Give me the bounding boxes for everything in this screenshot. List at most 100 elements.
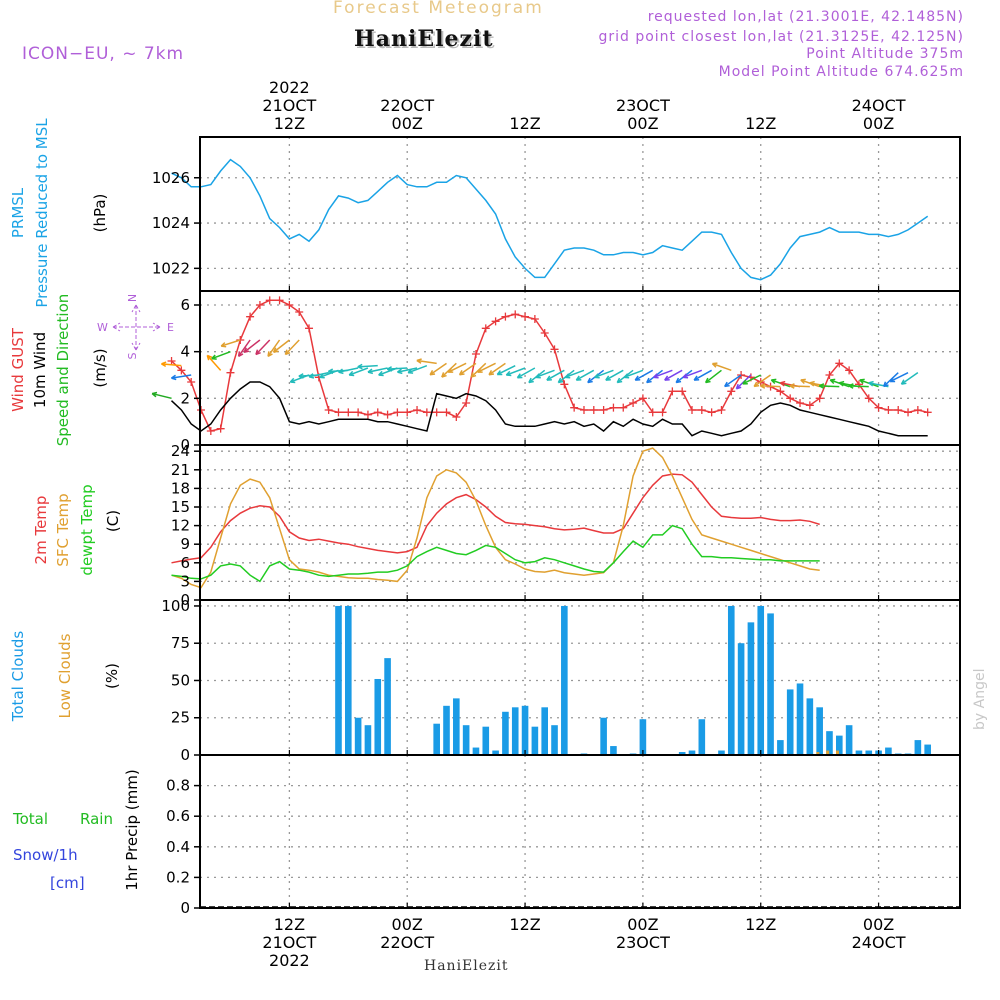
footer-station-name: HaniElezit: [424, 958, 509, 974]
gust-marker: [825, 371, 834, 379]
precip-label-total: Total: [12, 810, 48, 828]
wind-direction-arrowhead: [171, 374, 177, 381]
total-cloud-bar: [531, 726, 539, 754]
gust-marker: [815, 394, 824, 403]
total-cloud-bar: [796, 683, 804, 754]
wind-direction-arrowhead: [711, 362, 718, 368]
time-label-bottom: 22OCT: [380, 933, 434, 952]
gust-marker: [658, 408, 667, 417]
gust-marker: [845, 366, 854, 375]
gust-marker: [589, 406, 598, 414]
total-cloud-bar: [727, 605, 735, 754]
wind-direction-arrow: [267, 339, 281, 357]
wind-direction-arrow: [496, 364, 516, 376]
wind-direction-arrow: [151, 392, 172, 400]
clouds-label-low: Low Clouds: [56, 633, 74, 718]
gust-marker: [904, 408, 913, 417]
wind-direction-arrowhead: [557, 377, 564, 384]
gust-marker: [638, 394, 647, 403]
wind-direction-arrow: [308, 371, 329, 378]
series-line-10m-wind: [170, 381, 928, 437]
gust-marker: [265, 296, 274, 305]
wind-direction-arrow: [367, 367, 388, 373]
wind-direction-arrowhead: [211, 354, 217, 360]
total-cloud-bar: [433, 723, 440, 754]
wind-direction-arrow: [564, 369, 585, 379]
total-cloud-bar: [688, 750, 696, 754]
gust-marker: [324, 406, 333, 414]
wind-direction-arrowhead: [488, 370, 495, 376]
wind-direction-arrowhead: [470, 372, 477, 378]
wind-direction-arrowhead: [675, 377, 682, 384]
wind-direction-arrowhead: [298, 373, 304, 379]
y-tick-label: 12: [171, 517, 190, 535]
time-label-bottom: 23OCT: [616, 933, 670, 952]
total-cloud-bar: [777, 740, 784, 754]
wind-label-gust: Wind GUST: [9, 327, 27, 412]
gust-marker: [187, 378, 196, 386]
panel-frame: [199, 754, 961, 909]
wind-direction-arrow: [517, 367, 536, 379]
gust-marker: [275, 296, 284, 305]
wind-direction-arrow: [416, 359, 437, 365]
gridpoint-coordinates: grid point closest lon,lat (21.3125E, 42…: [598, 29, 964, 45]
y-tick-label: 75: [171, 634, 190, 652]
wind-direction-arrow: [653, 369, 673, 379]
wind-direction-arrow: [848, 385, 869, 388]
total-cloud-bar: [541, 707, 548, 754]
total-cloud-bar: [747, 622, 755, 754]
gust-marker: [521, 312, 530, 321]
gust-marker: [481, 324, 490, 333]
time-label-top: 24OCT: [852, 96, 906, 115]
wind-direction-arrow: [634, 369, 654, 381]
wind-direction-arrow: [397, 367, 418, 373]
gust-marker: [835, 359, 844, 368]
y-tick-label: 18: [171, 479, 190, 497]
gust-marker: [354, 408, 363, 417]
wind-direction-arrowhead: [789, 383, 795, 389]
wind-direction-arrow: [284, 339, 300, 355]
total-cloud-bar: [443, 705, 450, 754]
gust-marker: [530, 315, 539, 323]
wind-direction-arrowhead: [682, 373, 689, 379]
gust-marker: [246, 312, 255, 321]
wind-direction-arrowhead: [623, 373, 630, 379]
gust-marker: [344, 408, 353, 417]
wind-direction-arrowhead: [220, 342, 227, 348]
wind-direction-arrowhead: [289, 377, 296, 384]
gust-marker: [668, 387, 677, 396]
wind-direction-arrow: [889, 371, 909, 383]
total-cloud-bar: [354, 717, 362, 754]
pressure-unit: (hPa): [91, 194, 109, 233]
wind-direction-arrow: [724, 374, 742, 388]
wind-direction-arrowhead: [800, 378, 806, 385]
total-cloud-bar: [718, 750, 725, 754]
gust-marker: [285, 301, 294, 309]
total-cloud-bar: [855, 750, 863, 754]
total-cloud-bar: [521, 705, 529, 754]
gust-marker: [707, 408, 716, 417]
gust-marker: [717, 406, 726, 414]
low-cloud-bar: [826, 750, 830, 755]
precip-label-rain: Rain: [80, 810, 113, 828]
gust-marker: [884, 406, 893, 414]
total-cloud-bar: [845, 725, 853, 754]
wind-direction-arrowhead: [546, 375, 552, 381]
panel-frame: [199, 444, 961, 601]
wind-direction-arrow: [789, 385, 810, 388]
total-cloud-bar: [924, 744, 931, 754]
temp-label-sfc: SFC Temp: [54, 493, 72, 566]
total-cloud-bar: [806, 698, 814, 754]
gust-marker: [599, 406, 608, 414]
wind-direction-arrow: [712, 362, 732, 372]
compass-e-label: E: [167, 321, 174, 334]
labels-layer: 1022102410260246036912151821240255075100…: [9, 78, 906, 970]
wind-direction-arrowhead: [505, 370, 512, 377]
time-label-bottom: 00Z: [863, 915, 894, 934]
total-cloud-bar: [737, 643, 745, 754]
wind-direction-arrow: [338, 367, 359, 373]
wind-direction-arrow: [161, 363, 182, 367]
gust-marker: [511, 310, 520, 319]
gust-marker: [874, 403, 883, 412]
time-label-top: 00Z: [392, 114, 423, 133]
